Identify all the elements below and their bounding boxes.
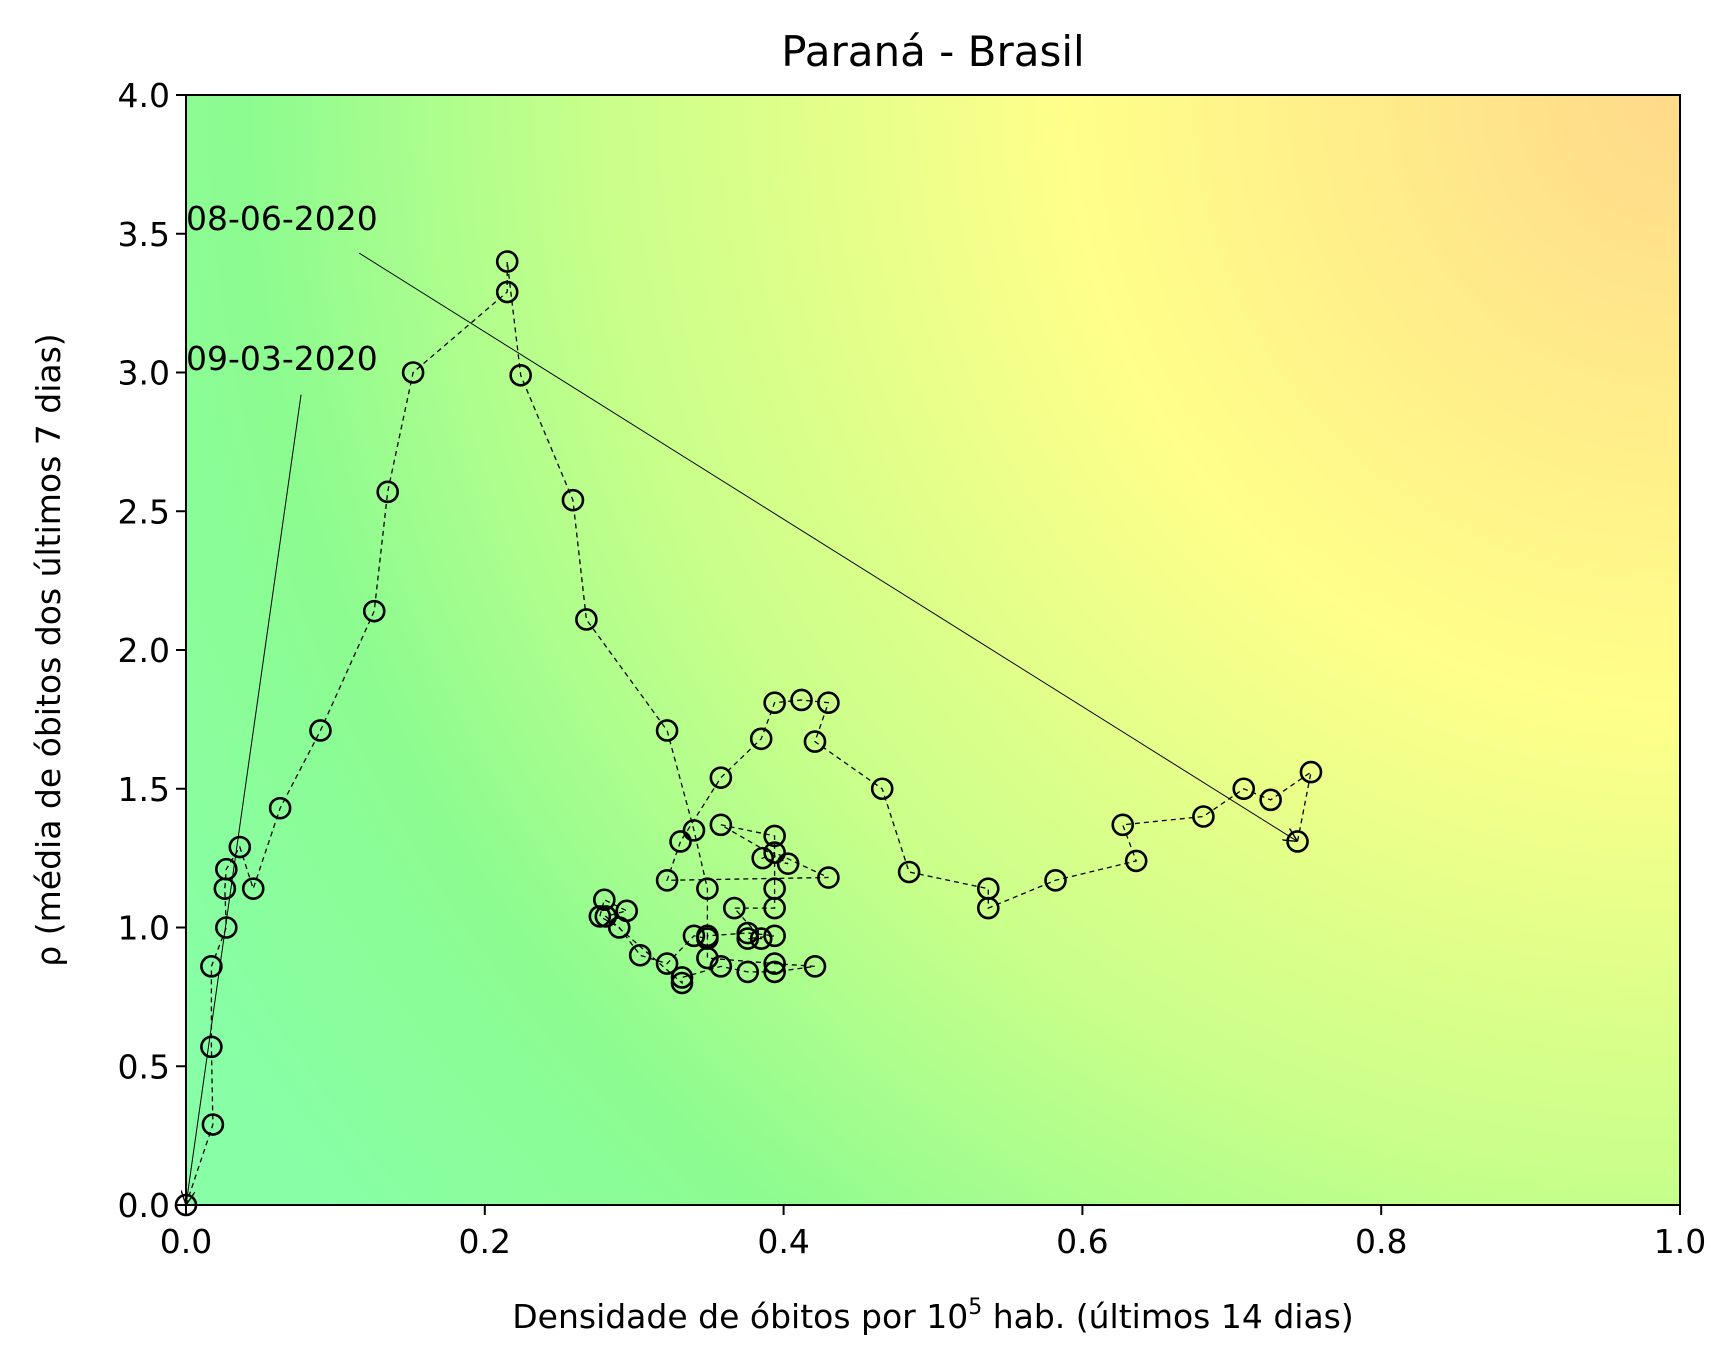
data-point <box>655 719 679 742</box>
data-point <box>593 888 616 912</box>
data-point <box>200 1035 223 1059</box>
y-tick-label: 4.0 <box>118 76 170 115</box>
data-point <box>376 480 399 504</box>
series-layer <box>174 250 1323 1217</box>
data-point <box>362 599 386 623</box>
data-point <box>670 966 694 989</box>
data-point <box>1124 849 1148 873</box>
data-point <box>776 852 800 875</box>
data-point <box>682 924 706 948</box>
data-point <box>736 921 760 945</box>
data-point <box>790 688 813 712</box>
data-point <box>1192 805 1215 828</box>
data-point <box>628 943 652 967</box>
data-point <box>696 877 719 900</box>
x-tick-label: 0.0 <box>160 1222 212 1261</box>
chart-title: Paraná - Brasil <box>781 27 1084 76</box>
data-point <box>763 960 786 984</box>
data-point <box>670 971 694 995</box>
data-point <box>763 924 786 948</box>
x-axis-label: Densidade de óbitos por 105 hab. (último… <box>512 1295 1353 1336</box>
data-point <box>682 819 706 842</box>
data-point <box>897 860 921 884</box>
data-point <box>736 927 760 950</box>
data-point <box>749 727 773 751</box>
x-tick-label: 0.6 <box>1056 1222 1108 1261</box>
x-axis-label-superscript: 5 <box>968 1295 982 1320</box>
data-point <box>228 835 252 859</box>
data-point <box>763 824 786 848</box>
data-point <box>241 877 265 900</box>
data-point <box>722 896 746 920</box>
data-point <box>817 866 840 889</box>
x-tick-label: 0.4 <box>757 1222 809 1261</box>
data-point <box>763 952 786 975</box>
data-point <box>1111 813 1135 837</box>
y-axis-ticks: 0.0 0.5 1.0 1.5 2.0 2.5 3.0 3.5 4.0 <box>118 76 186 1225</box>
data-point <box>268 796 292 820</box>
annotation-arrow <box>186 394 302 1205</box>
data-point <box>201 1113 225 1136</box>
data-point <box>1259 788 1282 812</box>
y-axis-label: ρ (média de óbitos dos últimos 7 dias) <box>29 333 68 966</box>
annotation-label: 09-03-2020 <box>186 339 378 378</box>
data-point <box>575 608 598 631</box>
y-tick-label: 2.5 <box>118 492 170 531</box>
y-tick-label: 0.5 <box>118 1047 170 1086</box>
data-point <box>588 905 612 928</box>
x-axis-ticks: 0.0 0.2 0.4 0.6 0.8 1.0 <box>160 1205 1706 1261</box>
data-point <box>1286 830 1309 853</box>
y-tick-label: 0.0 <box>118 1186 170 1225</box>
x-axis-label-tail: hab. (últimos 14 dias) <box>982 1297 1354 1336</box>
data-point <box>1299 760 1323 784</box>
data-point <box>509 363 532 387</box>
data-point <box>803 955 827 978</box>
data-point <box>736 960 760 984</box>
data-point <box>655 869 679 892</box>
data-point <box>976 896 1000 920</box>
annotation-arrow <box>359 252 1297 841</box>
data-point <box>495 280 519 304</box>
trajectory-line <box>185 261 1312 1206</box>
y-tick-label: 1.0 <box>118 909 170 948</box>
x-tick-label: 1.0 <box>1654 1222 1706 1261</box>
y-tick-label: 3.0 <box>118 354 170 393</box>
data-point <box>1232 777 1256 801</box>
data-point <box>200 955 223 978</box>
data-point <box>817 691 840 715</box>
data-point <box>763 877 786 900</box>
data-point <box>870 777 894 801</box>
data-point <box>749 927 773 950</box>
data-point <box>401 361 425 384</box>
plot-background <box>186 95 1680 1205</box>
data-point <box>215 857 238 881</box>
data-point <box>751 846 774 870</box>
data-point <box>696 924 719 948</box>
data-point <box>215 916 238 939</box>
y-tick-label: 2.0 <box>118 631 170 670</box>
data-point <box>655 952 679 975</box>
data-point <box>495 250 519 273</box>
data-point <box>594 905 618 928</box>
data-point <box>803 730 827 753</box>
data-point <box>763 691 786 715</box>
data-point <box>309 719 332 742</box>
x-tick-label: 0.8 <box>1355 1222 1407 1261</box>
data-point <box>1044 869 1067 892</box>
data-point <box>561 488 585 512</box>
annotation-label: 08-06-2020 <box>186 199 378 238</box>
y-tick-label: 3.5 <box>118 215 170 254</box>
x-tick-label: 0.2 <box>459 1222 511 1261</box>
data-point <box>696 946 719 970</box>
data-point <box>709 766 733 789</box>
y-tick-label: 1.5 <box>118 770 170 809</box>
data-point <box>669 830 692 853</box>
x-axis-label-main: Densidade de óbitos por 10 <box>512 1297 968 1336</box>
data-point <box>763 841 786 864</box>
annotation-layer: 08-06-2020 09-03-2020 <box>186 199 1298 1205</box>
data-point <box>709 813 733 837</box>
data-point <box>615 899 639 923</box>
